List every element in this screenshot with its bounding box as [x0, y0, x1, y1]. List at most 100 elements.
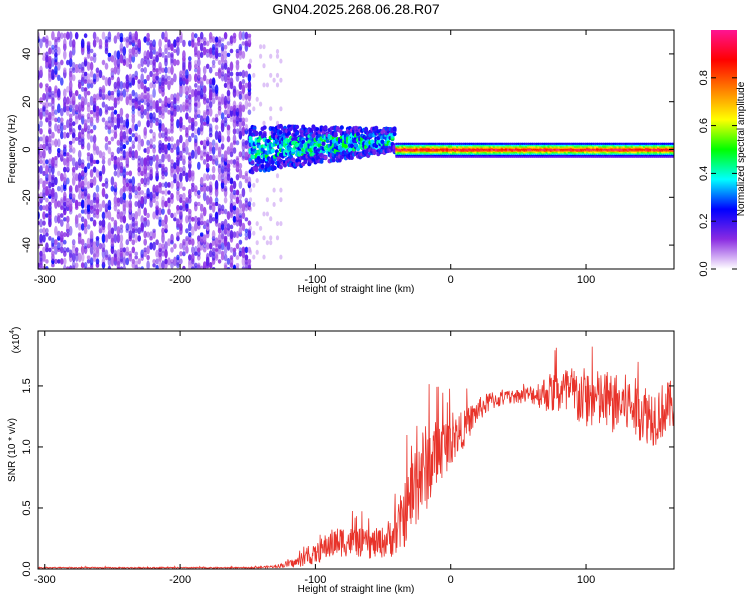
spectrogram-cell — [54, 65, 58, 75]
spectrogram-cell — [220, 54, 225, 64]
spectrogram-cell — [77, 94, 82, 100]
spectrogram-cell — [235, 140, 240, 146]
spectrogram-cell — [66, 119, 70, 129]
spectrogram-cell — [202, 224, 207, 230]
spectrogram-cell — [113, 249, 118, 258]
spectrogram-cell — [170, 136, 174, 142]
spectrogram-cell — [223, 208, 228, 215]
spectrogram-cell — [182, 74, 186, 82]
spectrogram-cell — [140, 104, 144, 113]
spectrogram-cell — [155, 170, 159, 177]
spectrogram-cell — [262, 254, 266, 260]
spectrogram-cell — [170, 162, 174, 169]
spectrogram-cell — [137, 199, 141, 209]
spectrogram-cell — [66, 200, 70, 208]
spectrogram-cell — [122, 168, 127, 179]
spectrogram-cell — [214, 154, 219, 162]
spectrogram-cell — [155, 51, 159, 59]
spectrogram-cell — [235, 51, 240, 59]
spectrogram-cell — [194, 96, 198, 106]
spectrogram-cell — [214, 71, 219, 77]
spectrogram-cell — [634, 142, 638, 145]
spectrogram-cell — [137, 235, 141, 242]
spectrogram-cell — [214, 237, 219, 248]
spectrogram-cell — [119, 130, 124, 140]
spectrogram-cell — [197, 114, 201, 118]
spectrogram-cell — [125, 57, 130, 68]
spectrogram-cell — [155, 161, 159, 171]
spectrogram-cell — [80, 61, 85, 71]
spectrogram-cell — [259, 225, 263, 231]
spectrogram-cell — [119, 124, 124, 131]
spectrogram-cell — [543, 142, 547, 145]
spectrogram-cell — [152, 211, 156, 220]
spectrogram-cell — [110, 106, 115, 111]
spectrogram-cell — [116, 32, 121, 40]
spectrogram-cell — [238, 226, 243, 235]
spectrogram-cell — [54, 258, 58, 265]
spectrogram-cell — [89, 257, 94, 266]
spectrogram-cell — [247, 201, 252, 207]
spectrogram-cell — [152, 59, 156, 66]
spectrogram-cell — [217, 259, 222, 264]
spectrogram-cell — [83, 56, 88, 61]
spectrogram-cell — [223, 44, 228, 50]
spectrogram-cell — [164, 189, 168, 196]
spectrogram-cell — [247, 102, 252, 108]
snr-scale-base: (x10 — [11, 333, 22, 353]
spectrogram-cell — [167, 257, 171, 266]
spectrogram-cell — [173, 58, 177, 67]
spectrogram-cell — [149, 242, 153, 250]
spectrogram-cell — [122, 247, 127, 253]
spectrogram-cell — [191, 216, 195, 222]
spectrogram-cell — [158, 250, 162, 258]
spectrogram-cell — [42, 180, 46, 190]
spectrogram-cell — [60, 32, 64, 39]
spectrogram-cell — [80, 238, 85, 246]
spectrogram-cell — [107, 76, 112, 87]
spectrogram-cell — [199, 265, 204, 269]
spectrogram-cell — [577, 142, 581, 145]
spectrogram-cell — [185, 112, 189, 120]
spectrogram-cell — [86, 203, 91, 213]
spectrogram-cell — [149, 50, 153, 60]
spectrogram-cell — [104, 39, 109, 48]
spectrogram-cell — [63, 144, 67, 149]
x-tick-label: 0 — [448, 274, 454, 286]
spectrogram-cell — [116, 201, 121, 207]
spectrogram-cell — [134, 211, 138, 220]
spectrogram-cell — [238, 208, 243, 215]
spectrogram-cell — [77, 131, 82, 139]
spectrogram-cell — [279, 58, 283, 64]
spectrogram-cell — [125, 223, 130, 231]
spectrogram-cell — [197, 65, 201, 75]
spectrogram-cell — [354, 143, 358, 148]
spectrogram-cell — [484, 142, 488, 145]
spectrogram-cell — [122, 54, 127, 64]
spectrogram-cell — [119, 155, 124, 161]
spectrogram-cell — [131, 73, 136, 82]
spectrogram-cell — [119, 196, 124, 205]
spectrogram-cell — [131, 33, 136, 39]
spectrogram-cell — [232, 264, 237, 269]
spectrogram-cell — [54, 123, 58, 132]
spectrogram-cell — [170, 159, 174, 165]
spectrogram-cell — [232, 85, 237, 94]
spectrogram-cell — [125, 117, 130, 123]
spectrogram-cell — [74, 90, 79, 97]
spectrogram-cell — [197, 36, 201, 43]
spectrogram-cell — [48, 236, 52, 241]
spectrogram-cell — [244, 155, 249, 161]
spectrogram-cell — [164, 66, 168, 74]
spectrogram-cell — [131, 258, 136, 265]
spectrogram-cell — [197, 193, 201, 199]
spectrogram-cell — [176, 172, 180, 182]
spectrogram-cell — [170, 93, 174, 101]
spectrogram-cell — [173, 93, 177, 101]
spectrogram-cell — [54, 215, 58, 224]
spectrogram-cell — [164, 73, 168, 82]
spectrogram-cell — [158, 158, 162, 165]
spectrogram-cell — [134, 185, 138, 192]
spectrogram-cell — [247, 220, 252, 226]
spectrogram-cell — [232, 163, 237, 168]
